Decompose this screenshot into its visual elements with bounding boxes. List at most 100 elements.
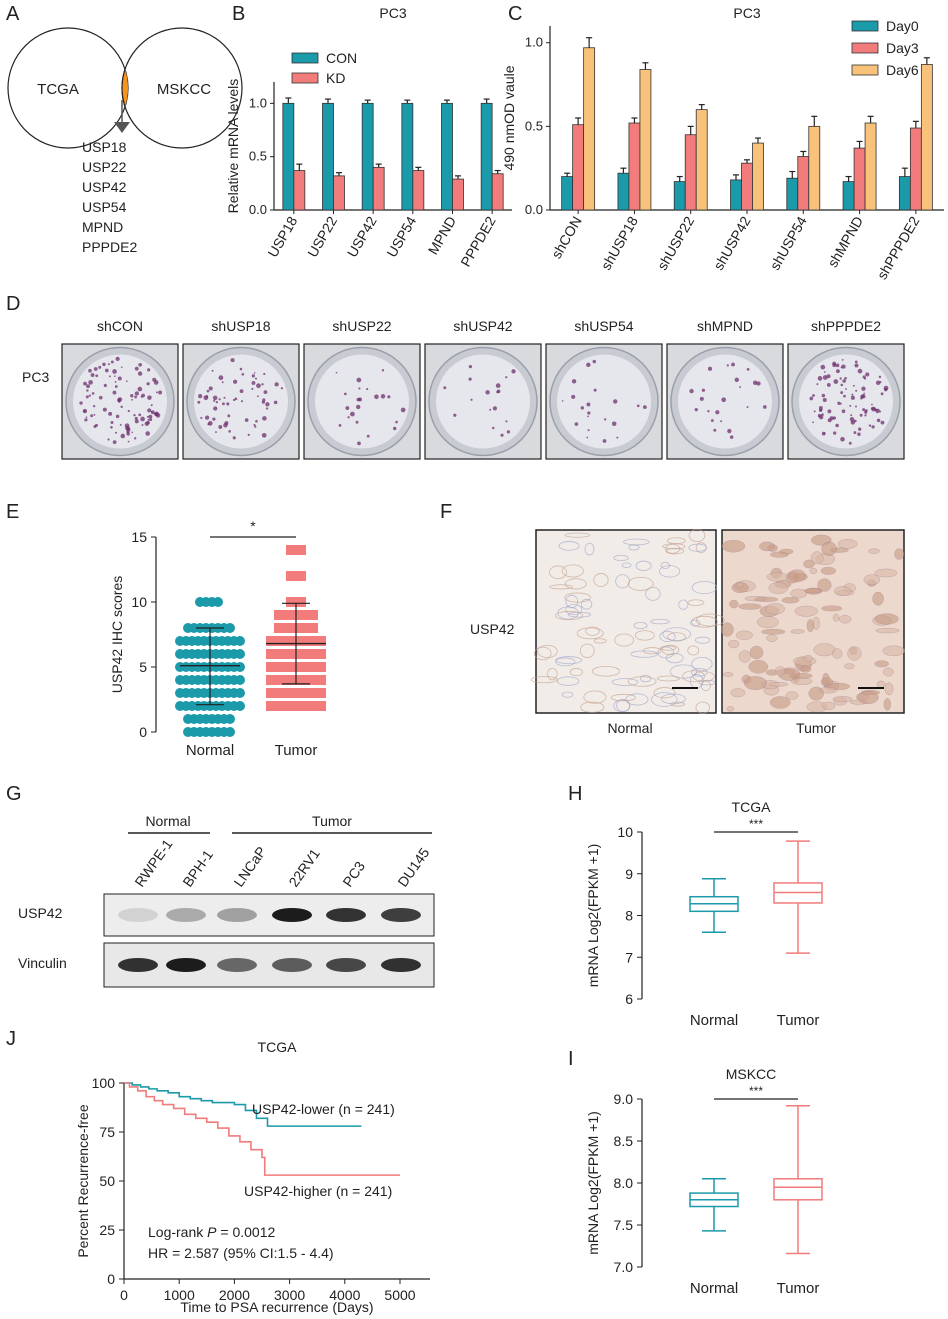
colony-dot (95, 374, 99, 378)
colony-dot (152, 377, 157, 382)
colony-dot (115, 431, 118, 434)
colony-dot (863, 392, 866, 395)
colony-dot (133, 413, 136, 417)
tissue-structure (774, 666, 786, 676)
colony-dot (809, 396, 814, 401)
colony-dot (855, 389, 858, 392)
x-tick-label: USP22 (304, 213, 340, 260)
tissue-structure (549, 584, 573, 590)
colony-dot (213, 399, 216, 402)
significance-mark: * (250, 518, 256, 534)
tissue-structure (561, 691, 574, 698)
colony-dot (707, 366, 713, 371)
colony-dot (226, 402, 230, 406)
tissue-structure (554, 611, 584, 621)
y-axis-label: Percent Recurrence-free (75, 1104, 91, 1258)
data-point (235, 636, 245, 646)
venn-gene-list: USP18 USP22 USP42 USP54 MPND PPPDE2 (82, 139, 137, 255)
bar (401, 102, 414, 211)
colony-dot (150, 404, 153, 407)
colony-dot (232, 398, 236, 402)
colony-dot (273, 400, 278, 405)
chart-title: MSKCC (726, 1066, 777, 1082)
colony-dot (90, 373, 95, 378)
colony-dot (233, 379, 238, 384)
tissue-structure (781, 597, 800, 604)
plate-label: shUSP22 (332, 318, 391, 334)
colony-dot (880, 420, 885, 425)
colony-dot (492, 406, 497, 411)
tissue-structure (868, 548, 880, 554)
colony-dot (817, 376, 823, 381)
y-tick-label: 50 (99, 1173, 115, 1189)
colony-dot (125, 380, 128, 383)
venn-arrow-icon (114, 122, 130, 133)
y-tick-label: 6 (625, 991, 633, 1007)
band-vinculin (217, 958, 257, 972)
tissue-structure (627, 576, 654, 591)
colony-dot (833, 431, 837, 435)
colony-dot (107, 363, 111, 366)
colony-dot (335, 371, 338, 374)
colony-dot (120, 366, 123, 369)
bar (293, 170, 306, 211)
tissue-structure (765, 603, 786, 615)
data-point (235, 701, 245, 711)
x-tick-label: shUSP42 (710, 213, 754, 272)
tissue-structure (630, 650, 658, 658)
colony-dot (265, 407, 269, 410)
colony-dot (832, 361, 837, 366)
venn-gene-pppde2: PPPDE2 (82, 239, 137, 255)
bar (322, 102, 334, 211)
survival-curve (124, 1082, 400, 1176)
colony-dot (689, 388, 694, 394)
colony-dot (587, 415, 590, 418)
band-vinculin (381, 958, 421, 972)
bar (480, 102, 493, 211)
tissue-structure (847, 646, 862, 661)
x-category-label: Tumor (275, 742, 318, 759)
tissue-structure (659, 565, 681, 578)
panel-e-scatter: 0 5 10 15 USP42 IHC scores Normal Tumor * (109, 518, 326, 759)
colony-dot (854, 363, 859, 368)
colony-dot (134, 416, 138, 420)
blot-row-usp42: USP42 (18, 905, 63, 921)
colony-dot (358, 397, 363, 402)
colony-dot (843, 394, 846, 398)
bar (572, 124, 585, 211)
y-tick-label: 75 (99, 1124, 115, 1140)
tissue-structure (788, 569, 806, 583)
y-axis-label: 490 nmOD vaule (501, 65, 517, 170)
tissue-structure (844, 663, 855, 670)
colony-dot (876, 418, 881, 423)
bar (853, 147, 866, 211)
tissue-structure (729, 599, 739, 609)
colony-dot (144, 421, 150, 426)
colony-dot (253, 424, 256, 427)
tissue-structure (809, 567, 818, 575)
colony-dot (261, 383, 264, 386)
colony-dot (875, 408, 880, 414)
colony-dot (862, 375, 866, 379)
colony-dot (150, 410, 155, 415)
colony-dot (470, 398, 473, 401)
x-tick-label: shUSP22 (654, 213, 698, 272)
tissue-structure (591, 665, 621, 677)
tissue-structure (810, 551, 824, 565)
colony-dot (826, 383, 831, 387)
colony-dot (878, 375, 882, 379)
y-tick-label: 7 (625, 949, 633, 965)
colony-dot (262, 416, 267, 421)
colony-dot (251, 374, 256, 378)
legend-swatch (851, 20, 879, 32)
tissue-structure (728, 639, 740, 649)
colony-dot (715, 410, 720, 415)
colony-dot (280, 387, 284, 390)
panel-d-row-label: PC3 (22, 369, 49, 385)
colony-dot (752, 380, 758, 385)
y-tick-label: 0.5 (525, 118, 543, 133)
colony-dot (879, 410, 882, 413)
tissue-structure (692, 671, 715, 682)
colony-dot (221, 381, 224, 384)
blot-lane-label: DU145 (394, 845, 432, 890)
